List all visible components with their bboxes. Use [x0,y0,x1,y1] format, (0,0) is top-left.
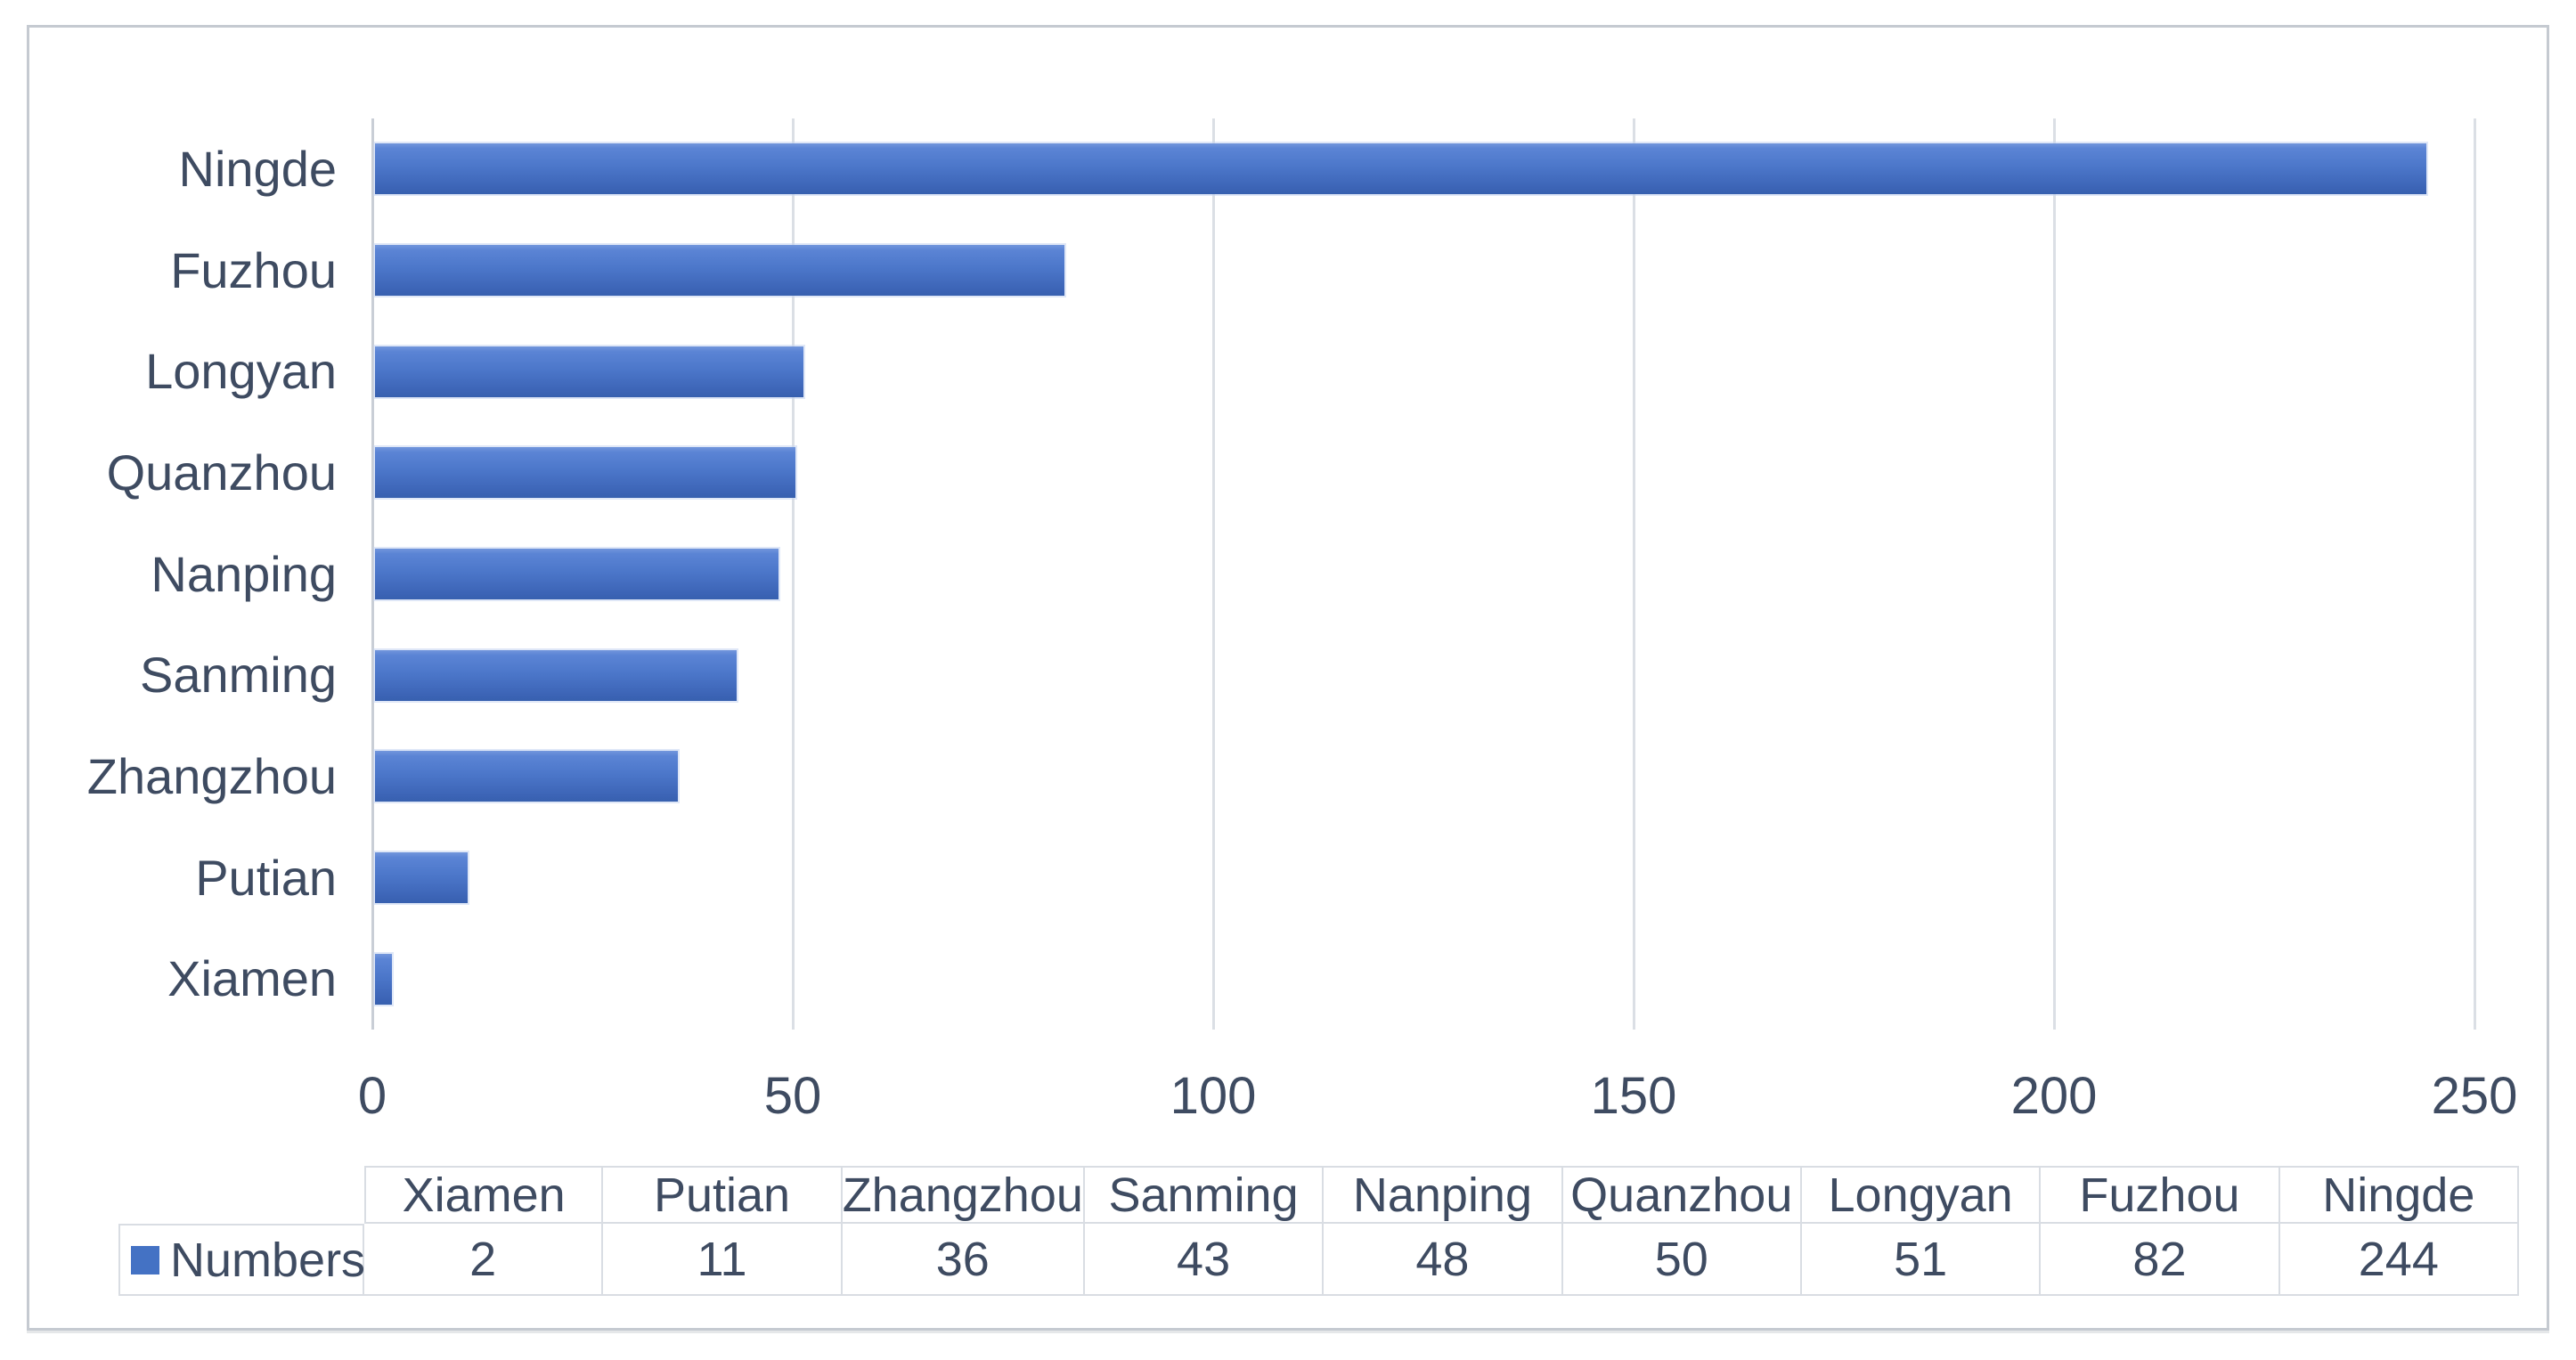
table-cell-longyan-value: 51 [1801,1224,2042,1296]
table-header-nanping: Nanping [1324,1166,1563,1224]
table-cell-sanming-value: 43 [1084,1224,1325,1296]
table-header-longyan: Longyan [1801,1166,2042,1224]
bar-quanzhou [375,447,795,499]
gridline-100 [1211,118,1215,1030]
table-header-zhangzhou: Zhangzhou [842,1166,1085,1224]
table-cell-putian-value: 11 [603,1224,843,1296]
table-header-ningde: Ningde [2279,1166,2519,1224]
x-tick-0: 0 [357,1067,387,1125]
x-tick-200: 200 [2010,1067,2098,1125]
table-corner-cell [118,1166,364,1224]
chart-frame: Ningde Fuzhou Longyan Quanzhou Nanping Sanmin… [27,25,2549,1331]
bar-longyan [375,346,804,397]
bar-fuzhou [375,245,1065,296]
category-label-ningde: Ningde [178,140,337,197]
data-table: Xiamen Putian Zhangzhou Sanming Nanping Quanz… [118,1166,2519,1296]
table-header-putian: Putian [603,1166,843,1224]
legend-key-icon [131,1245,159,1274]
table-row-label: Numbers [118,1224,366,1296]
bar-ningde [375,143,2427,195]
plot-area [371,118,2519,1030]
category-axis-line [371,118,374,1030]
table-header-sanming: Sanming [1084,1166,1325,1224]
gridline-50 [791,118,795,1030]
bar-xiamen [375,953,392,1005]
table-cell-quanzhou-value: 50 [1562,1224,1802,1296]
x-tick-100: 100 [1170,1067,1257,1125]
table-cell-ningde-value: 244 [2279,1224,2519,1296]
gridline-250 [2473,118,2476,1030]
category-label-nanping: Nanping [151,545,337,602]
category-label-putian: Putian [195,849,337,906]
category-label-longyan: Longyan [145,343,337,400]
table-header-fuzhou: Fuzhou [2041,1166,2280,1224]
table-header-quanzhou: Quanzhou [1562,1166,1802,1224]
category-label-sanming: Sanming [139,647,337,704]
x-tick-50: 50 [763,1067,822,1125]
table-header-xiamen: Xiamen [364,1166,604,1224]
category-label-fuzhou: Fuzhou [170,241,337,298]
bar-sanming [375,649,737,701]
category-label-xiamen: Xiamen [167,950,337,1007]
category-label-zhangzhou: Zhangzhou [86,747,337,804]
table-cell-zhangzhou-value: 36 [842,1224,1085,1296]
bar-putian [375,852,468,903]
gridline-150 [1632,118,1635,1030]
table-cell-fuzhou-value: 82 [2041,1224,2280,1296]
x-tick-150: 150 [1590,1067,1677,1125]
table-cell-xiamen-value: 2 [364,1224,604,1296]
legend-label: Numbers [170,1233,366,1287]
bar-zhangzhou [375,751,678,802]
x-tick-250: 250 [2431,1067,2518,1125]
gridline-200 [2052,118,2056,1030]
category-label-quanzhou: Quanzhou [106,444,337,501]
bar-nanping [375,549,779,599]
table-cell-nanping-value: 48 [1324,1224,1563,1296]
